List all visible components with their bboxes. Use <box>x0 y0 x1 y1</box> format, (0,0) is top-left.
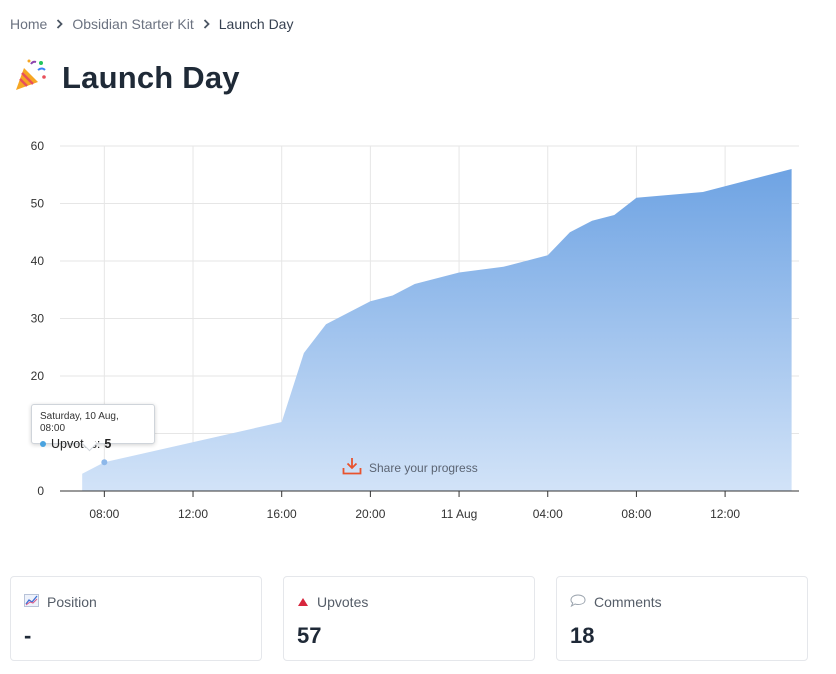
upvotes-area <box>82 169 792 491</box>
page-title-text: Launch Day <box>62 59 240 95</box>
x-tick-label: 16:00 <box>267 507 297 521</box>
speech-bubble-icon <box>570 594 586 610</box>
share-progress-button[interactable]: Share your progress <box>342 457 478 478</box>
y-tick-label: 40 <box>31 254 45 268</box>
stat-card-position: Position - <box>10 576 262 661</box>
x-tick-label: 12:00 <box>178 507 208 521</box>
triangle-up-icon <box>297 594 309 610</box>
tooltip-label: Upvotes: <box>51 437 101 451</box>
x-tick-label: 08:00 <box>89 507 119 521</box>
tooltip-value: 5 <box>104 437 112 451</box>
y-tick-label: 60 <box>31 139 45 153</box>
y-tick-label: 20 <box>31 369 45 383</box>
party-popper-icon <box>14 58 48 97</box>
chart-tooltip: Saturday, 10 Aug, 08:00 Upvotes: 5 <box>31 404 155 451</box>
breadcrumb-kit[interactable]: Obsidian Starter Kit <box>72 16 194 32</box>
stat-value: 57 <box>297 623 322 648</box>
stat-card-comments: Comments 18 <box>556 576 808 661</box>
download-icon <box>342 457 362 478</box>
share-progress-label: Share your progress <box>369 460 478 475</box>
x-tick-label: 20:00 <box>355 507 385 521</box>
y-tick-label: 0 <box>37 484 44 498</box>
chevron-right-icon <box>56 19 64 29</box>
stat-card-upvotes: Upvotes 57 <box>283 576 535 661</box>
breadcrumb-current: Launch Day <box>218 16 294 32</box>
chart-line-icon <box>24 594 39 610</box>
y-tick-label: 30 <box>31 312 45 326</box>
data-point[interactable] <box>101 459 108 466</box>
stat-value: 18 <box>570 623 595 648</box>
breadcrumb: Home Obsidian Starter Kit Launch Day <box>10 15 293 33</box>
stat-label: Position <box>47 594 97 610</box>
breadcrumb-home[interactable]: Home <box>10 16 48 32</box>
x-tick-label: 08:00 <box>621 507 651 521</box>
tooltip-date: Saturday, 10 Aug, 08:00 <box>40 411 119 434</box>
x-tick-label: 04:00 <box>533 507 563 521</box>
x-tick-label: 12:00 <box>710 507 740 521</box>
page-title: Launch Day <box>14 58 240 97</box>
stat-label: Upvotes <box>317 594 369 610</box>
chevron-right-icon <box>203 19 210 29</box>
stat-value: - <box>24 623 32 648</box>
series-dot-icon <box>40 441 46 447</box>
x-tick-label: 11 Aug <box>441 507 477 521</box>
y-tick-label: 50 <box>31 197 45 211</box>
stat-label: Comments <box>594 594 662 610</box>
